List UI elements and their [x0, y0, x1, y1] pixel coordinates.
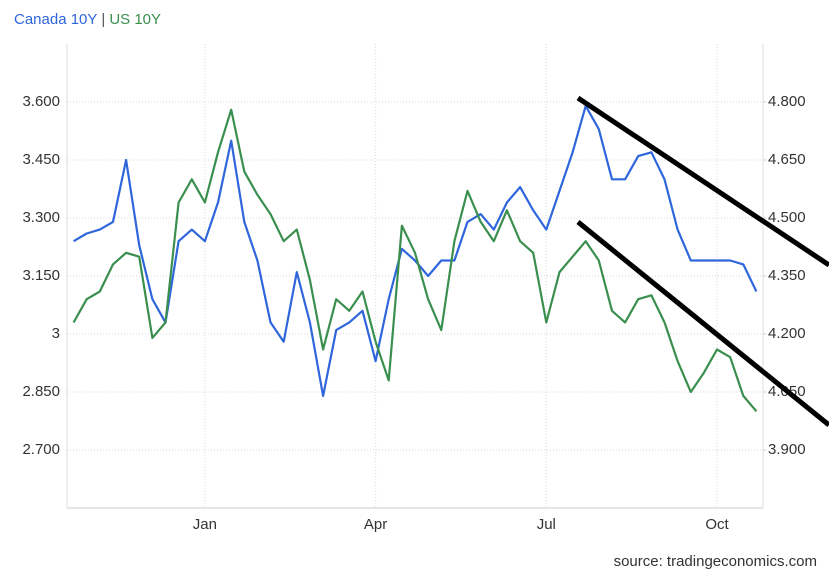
- x-tick-label: Jan: [193, 516, 217, 533]
- y-tick-label: 2.850: [22, 383, 60, 400]
- x-tick-label: Jul: [537, 516, 556, 533]
- trend-line: [576, 95, 829, 268]
- y-tick-label: 3.600: [22, 93, 60, 110]
- legend-entry: US 10Y: [109, 11, 161, 28]
- y-tick-label: 4.650: [768, 151, 806, 168]
- x-tick-label: Apr: [364, 516, 387, 533]
- y-tick-label: 3.300: [22, 209, 60, 226]
- y-tick-label: 3: [52, 325, 60, 342]
- y-tick-label: 4.800: [768, 93, 806, 110]
- legend-separator: |: [101, 11, 105, 28]
- y-tick-label: 2.700: [22, 441, 60, 458]
- trend-line: [576, 220, 829, 427]
- series-line: [73, 104, 758, 397]
- legend-entry: Canada 10Y: [14, 11, 97, 28]
- series-line: [72, 108, 758, 413]
- source: source: tradingeconomics.com: [614, 553, 817, 570]
- legend: Canada 10Y | US 10Y: [14, 11, 161, 28]
- x-tick-label: Oct: [705, 516, 729, 533]
- y-tick-label: 3.450: [22, 151, 60, 168]
- y-tick-label: 3.900: [768, 441, 806, 458]
- y-tick-label: 4.500: [768, 209, 806, 226]
- y-tick-label: 4.350: [768, 267, 806, 284]
- y-tick-label: 4.200: [768, 325, 806, 342]
- y-tick-label: 3.150: [22, 267, 60, 284]
